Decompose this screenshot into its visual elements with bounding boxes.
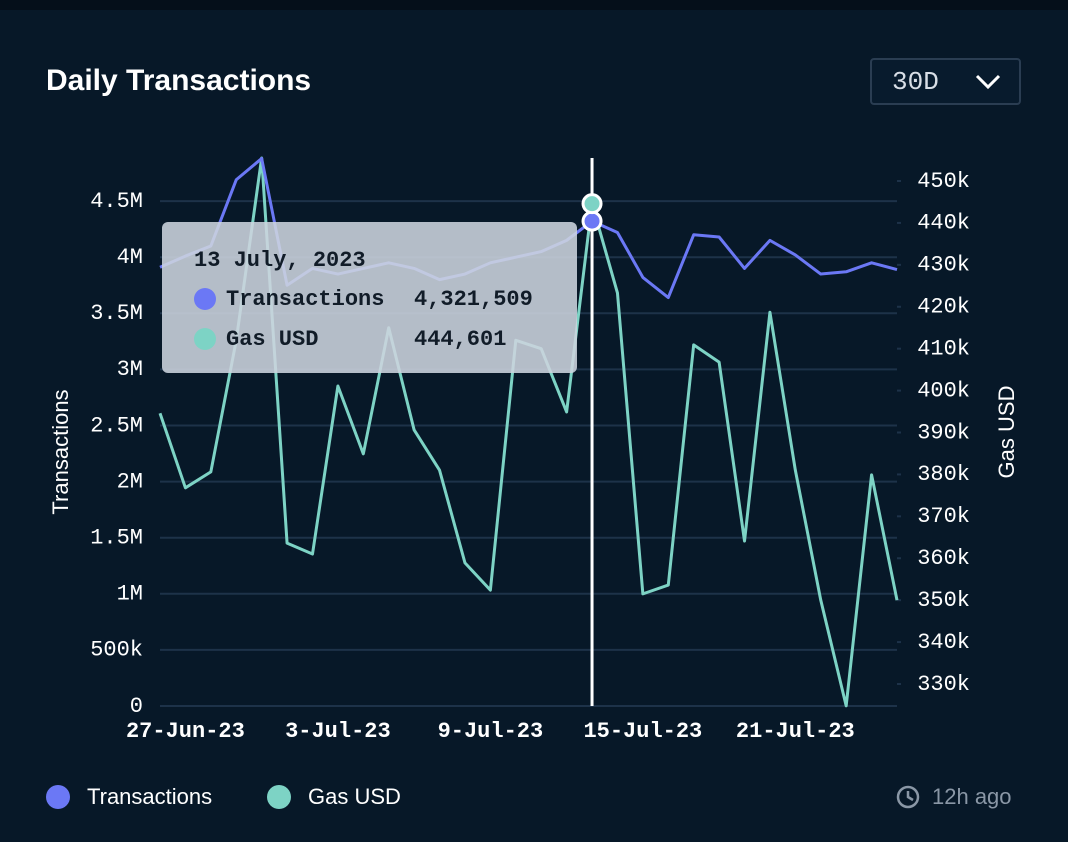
legend-swatch [46,785,70,809]
chart-title: Daily Transactions [46,64,311,97]
hover-point [581,193,603,215]
x-tick-label: 27-Jun-23 [126,719,245,744]
y-tick-label: 1M [117,582,143,607]
y2-tick-label: 350k [917,588,970,613]
y2-tick-label: 430k [917,253,970,278]
x-tick-label: 21-Jul-23 [736,719,855,744]
hover-point [581,210,603,232]
y2-tick-label: 400k [917,378,970,403]
x-tick-label: 3-Jul-23 [285,719,391,744]
y2-tick-label: 420k [917,295,970,320]
legend-label: Transactions [87,784,212,809]
tooltip-swatch [194,328,216,350]
y2-tick-label: 450k [917,169,970,194]
y2-tick-label: 410k [917,336,970,361]
tooltip-box [162,222,577,373]
y2-tick-label: 360k [917,546,970,571]
y-tick-label: 3M [117,357,143,382]
y-tick-label: 4M [117,245,143,270]
y-tick-label: 0 [130,694,143,719]
tooltip-series-name: Gas USD [226,327,318,352]
y2-tick-label: 390k [917,420,970,445]
updated-text: 12h ago [932,784,1012,809]
y2-axis-title: Gas USD [994,386,1019,479]
y-axis-title: Transactions [48,389,73,514]
y2-tick-label: 330k [917,672,970,697]
clock-hands [906,791,914,802]
y-tick-label: 2M [117,469,143,494]
range-selector[interactable]: 30D [870,58,1021,105]
legend-label: Gas USD [308,784,401,809]
y2-tick-label: 380k [917,462,970,487]
y-tick-label: 500k [90,638,143,663]
dropdown-box[interactable] [870,58,1021,105]
tooltip-series-name: Transactions [226,287,384,312]
tooltip-value: 444,601 [414,327,506,352]
dropdown-label[interactable]: 30D [892,67,939,97]
y-tick-label: 1.5M [90,526,143,551]
legend-swatch [267,785,291,809]
y2-tick-label: 340k [917,630,970,655]
y-tick-label: 3.5M [90,301,143,326]
tooltip-date: 13 July, 2023 [194,248,366,273]
x-tick-label: 15-Jul-23 [583,719,702,744]
clock-icon [896,785,920,809]
tooltip-value: 4,321,509 [414,287,533,312]
y-tick-label: 2.5M [90,413,143,438]
top-strip [0,0,1068,10]
y2-tick-label: 440k [917,211,970,236]
dropdown-chevron[interactable] [975,74,1001,90]
updated-indicator: 12h ago [896,784,1012,809]
x-tick-label: 9-Jul-23 [438,719,544,744]
tooltip-swatch [194,288,216,310]
y2-tick-label: 370k [917,504,970,529]
y-tick-label: 4.5M [90,189,143,214]
tooltip: 13 July, 2023 Transactions 4,321,509 Gas US… [162,222,577,373]
